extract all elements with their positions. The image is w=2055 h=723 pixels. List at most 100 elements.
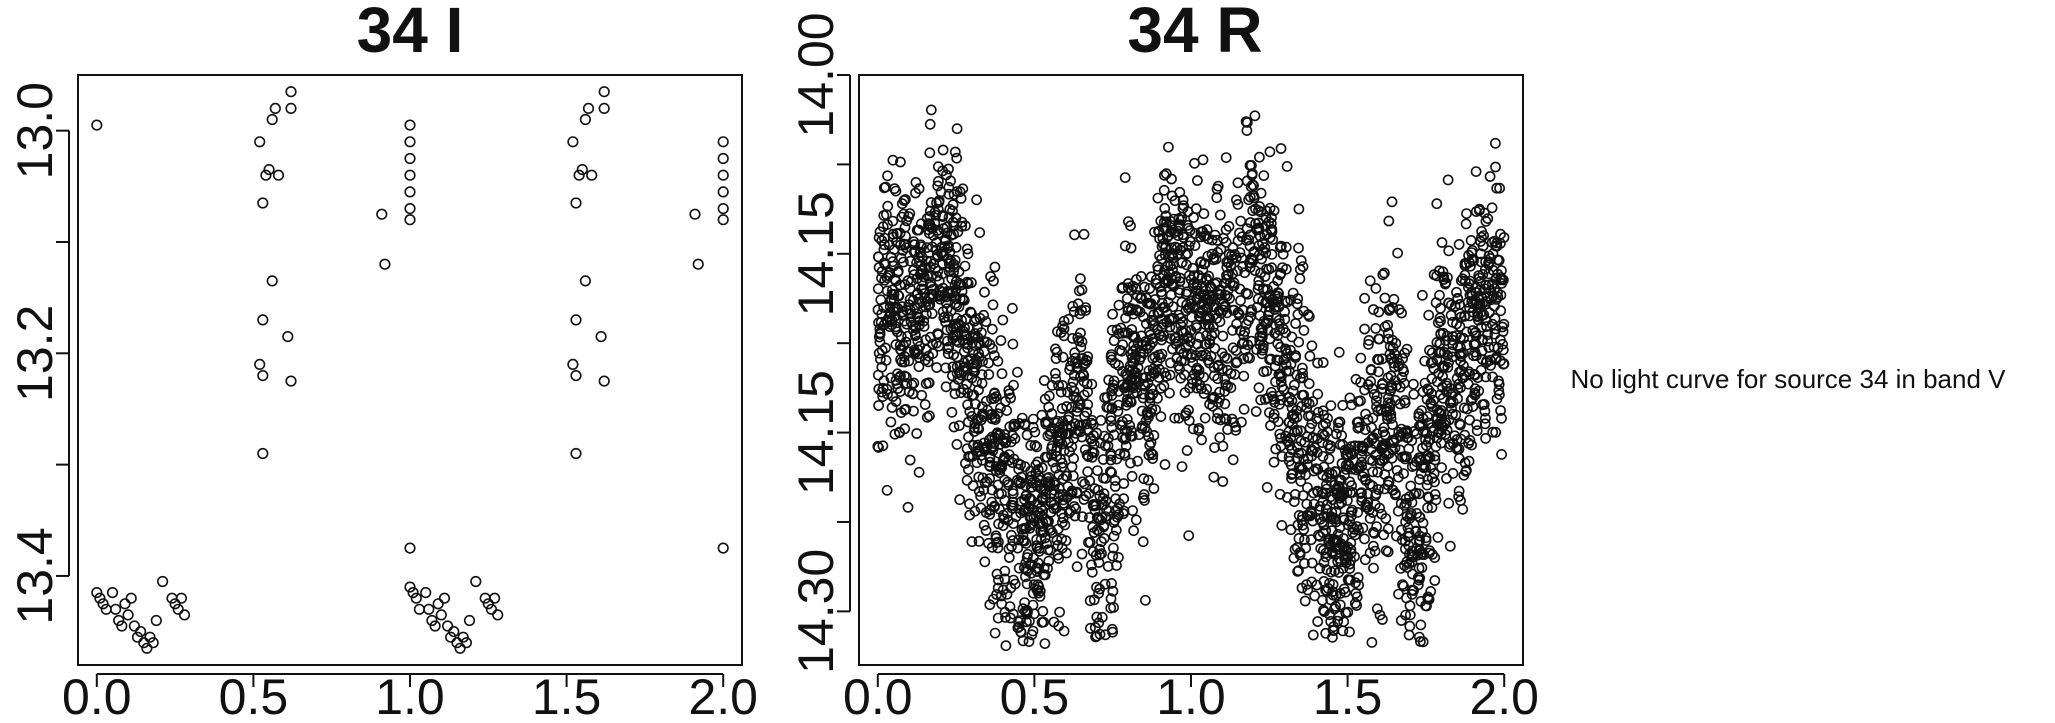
data-point	[1392, 247, 1403, 259]
data-point	[969, 315, 980, 327]
y-axis: 13.0 13.2 13.4	[7, 82, 70, 625]
data-point	[285, 86, 297, 98]
data-point	[954, 494, 966, 506]
data-point	[1208, 471, 1220, 483]
data-point	[1106, 578, 1117, 589]
data-point	[1190, 203, 1202, 215]
data-point	[1088, 447, 1100, 459]
data-point	[1368, 540, 1379, 552]
data-point	[717, 169, 729, 181]
data-point	[1365, 363, 1377, 375]
data-point	[981, 336, 993, 348]
data-point	[1426, 472, 1438, 484]
data-point	[1312, 406, 1324, 418]
data-point	[1269, 360, 1281, 372]
data-point	[1087, 546, 1099, 557]
data-point	[1350, 577, 1361, 589]
data-point	[1231, 356, 1243, 368]
data-point	[1496, 448, 1507, 460]
data-point	[913, 183, 925, 195]
data-point	[1295, 425, 1307, 437]
data-point	[576, 164, 588, 176]
data-point	[1324, 443, 1336, 454]
data-point	[1320, 551, 1332, 563]
data-point	[910, 176, 922, 188]
data-point	[692, 258, 704, 270]
data-point	[1108, 602, 1119, 613]
data-point	[1130, 304, 1142, 316]
data-point	[1202, 250, 1214, 262]
data-point	[909, 346, 921, 358]
data-point	[435, 609, 447, 621]
data-point	[141, 642, 153, 654]
data-point	[1193, 422, 1205, 434]
data-point	[888, 289, 900, 300]
data-point	[962, 248, 974, 260]
data-point	[1371, 603, 1383, 615]
data-point	[1169, 195, 1181, 207]
data-point	[1217, 330, 1229, 342]
data-point	[1359, 323, 1370, 335]
data-point	[901, 377, 913, 389]
data-point	[887, 228, 899, 240]
data-point	[1368, 432, 1379, 444]
data-point	[1417, 289, 1428, 301]
data-point	[1078, 228, 1090, 240]
data-point	[987, 299, 999, 311]
data-point	[1263, 314, 1274, 326]
data-point	[1042, 516, 1053, 528]
data-point	[1002, 476, 1013, 488]
data-point	[479, 592, 491, 604]
data-point	[1337, 399, 1349, 411]
data-point	[404, 581, 416, 593]
data-point	[1093, 557, 1105, 568]
data-point	[1340, 449, 1352, 461]
data-point	[927, 338, 939, 350]
data-point	[1247, 205, 1259, 217]
data-point	[1157, 232, 1169, 244]
data-point	[959, 260, 971, 272]
data-point	[1012, 622, 1024, 634]
data-point	[879, 232, 890, 244]
data-point	[966, 410, 978, 422]
data-point	[1174, 363, 1185, 375]
data-point	[908, 246, 920, 258]
data-point	[1188, 368, 1200, 380]
data-point	[1298, 324, 1310, 336]
data-point	[1498, 358, 1509, 370]
data-point	[1403, 629, 1415, 641]
data-point	[109, 603, 122, 615]
data-point	[1323, 453, 1335, 465]
data-point	[1223, 248, 1235, 260]
data-point	[1036, 409, 1048, 421]
data-point	[138, 637, 150, 649]
data-point	[1083, 488, 1095, 499]
data-point	[989, 388, 1000, 400]
data-point	[1487, 371, 1498, 383]
data-point	[1012, 366, 1023, 378]
data-point	[873, 347, 885, 359]
data-point	[1024, 522, 1036, 534]
data-point	[1389, 442, 1401, 454]
data-point	[959, 322, 970, 334]
data-point	[1128, 340, 1139, 351]
data-point	[913, 312, 925, 324]
data-point	[1320, 418, 1332, 429]
data-point	[910, 322, 922, 334]
data-point	[1091, 630, 1103, 642]
data-point	[1268, 408, 1280, 420]
data-point	[1447, 339, 1459, 351]
data-point	[1072, 402, 1084, 413]
data-point	[1017, 635, 1029, 647]
data-point	[1392, 505, 1404, 517]
data-point	[1214, 209, 1226, 221]
data-point	[1228, 280, 1240, 292]
data-point	[898, 340, 909, 352]
data-point	[1337, 486, 1349, 498]
data-point	[1144, 439, 1156, 451]
data-point	[1285, 524, 1297, 536]
data-point	[961, 474, 973, 486]
data-point	[877, 391, 889, 402]
data-point	[1340, 607, 1352, 619]
data-point	[1038, 526, 1050, 538]
